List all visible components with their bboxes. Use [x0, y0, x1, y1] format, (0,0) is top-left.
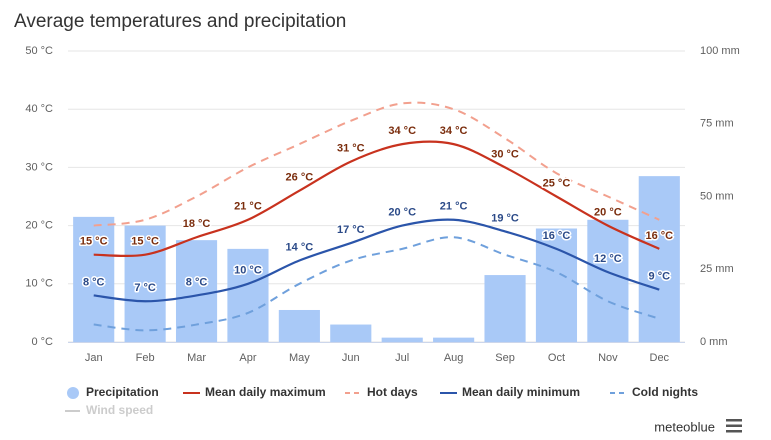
- data-label: 15 °C: [131, 236, 159, 248]
- x-tick-label: Jul: [395, 352, 409, 364]
- legend-label[interactable]: Hot days: [367, 385, 418, 399]
- y-tick-label: 0 °C: [31, 336, 53, 348]
- y-tick-label: 30 °C: [25, 161, 53, 173]
- line: [93, 236, 660, 332]
- legend-label[interactable]: Mean daily maximum: [205, 385, 326, 399]
- line: [93, 218, 660, 303]
- data-label: 12 °C: [594, 253, 622, 265]
- data-label: 16 °C: [543, 230, 571, 242]
- data-label: 10 °C: [234, 265, 262, 277]
- bar: [227, 248, 269, 342]
- legend-label[interactable]: Cold nights: [632, 385, 698, 399]
- data-label: 9 °C: [649, 271, 671, 283]
- x-tick-label: May: [289, 352, 310, 364]
- bar: [587, 219, 629, 342]
- x-tick-label: Oct: [548, 352, 565, 364]
- data-label: 26 °C: [286, 172, 314, 184]
- x-tick-label: Aug: [444, 352, 464, 364]
- data-label: 19 °C: [491, 212, 519, 224]
- data-label: 30 °C: [491, 148, 519, 160]
- x-tick-label: Jan: [85, 352, 103, 364]
- bar: [124, 225, 166, 342]
- data-label: 31 °C: [337, 142, 365, 154]
- y2-tick-label: 25 mm: [700, 263, 734, 275]
- data-label: 8 °C: [186, 276, 208, 288]
- data-label: 8 °C: [83, 276, 105, 288]
- x-tick-label: Mar: [187, 352, 206, 364]
- y2-tick-label: 75 mm: [700, 118, 734, 130]
- x-tick-label: Apr: [239, 352, 256, 364]
- x-tick-label: Feb: [136, 352, 155, 364]
- data-label: 14 °C: [286, 241, 314, 253]
- y2-tick-label: 50 mm: [700, 190, 734, 202]
- data-label: 16 °C: [645, 230, 673, 242]
- x-tick-label: Sep: [495, 352, 515, 364]
- data-label: 20 °C: [388, 207, 416, 219]
- bar: [535, 228, 578, 342]
- y2-tick-label: 100 mm: [700, 45, 740, 57]
- bar: [330, 324, 372, 342]
- legend-marker: [67, 387, 79, 399]
- data-label: 18 °C: [183, 218, 211, 230]
- y-tick-label: 10 °C: [25, 278, 53, 290]
- data-label: 15 °C: [80, 236, 108, 248]
- bar: [73, 216, 115, 342]
- legend-label[interactable]: Wind speed: [86, 403, 153, 417]
- x-tick-label: Dec: [650, 352, 670, 364]
- bar: [278, 309, 320, 342]
- legend-label[interactable]: Precipitation: [86, 385, 159, 399]
- bar: [433, 337, 475, 342]
- chart-title: Average temperatures and precipitation: [14, 11, 346, 32]
- y2-tick-label: 0 mm: [700, 336, 728, 348]
- data-label: 7 °C: [134, 282, 156, 294]
- line: [93, 101, 660, 227]
- line: [93, 140, 660, 258]
- menu-button[interactable]: [726, 419, 742, 433]
- data-label: 25 °C: [543, 177, 571, 189]
- bar: [638, 176, 680, 342]
- y-tick-label: 20 °C: [25, 220, 53, 232]
- legend-label[interactable]: Mean daily minimum: [462, 385, 580, 399]
- credit: meteoblue: [654, 419, 715, 434]
- bar: [484, 275, 526, 342]
- y-tick-label: 40 °C: [25, 103, 53, 115]
- data-label: 20 °C: [594, 207, 622, 219]
- data-label: 17 °C: [337, 224, 365, 236]
- bar: [381, 337, 423, 342]
- data-label: 21 °C: [440, 201, 468, 213]
- x-tick-label: Nov: [598, 352, 618, 364]
- data-label: 34 °C: [388, 125, 416, 137]
- y-tick-label: 50 °C: [25, 45, 53, 57]
- data-label: 21 °C: [234, 201, 262, 213]
- x-tick-label: Jun: [342, 352, 360, 364]
- data-label: 34 °C: [440, 125, 468, 137]
